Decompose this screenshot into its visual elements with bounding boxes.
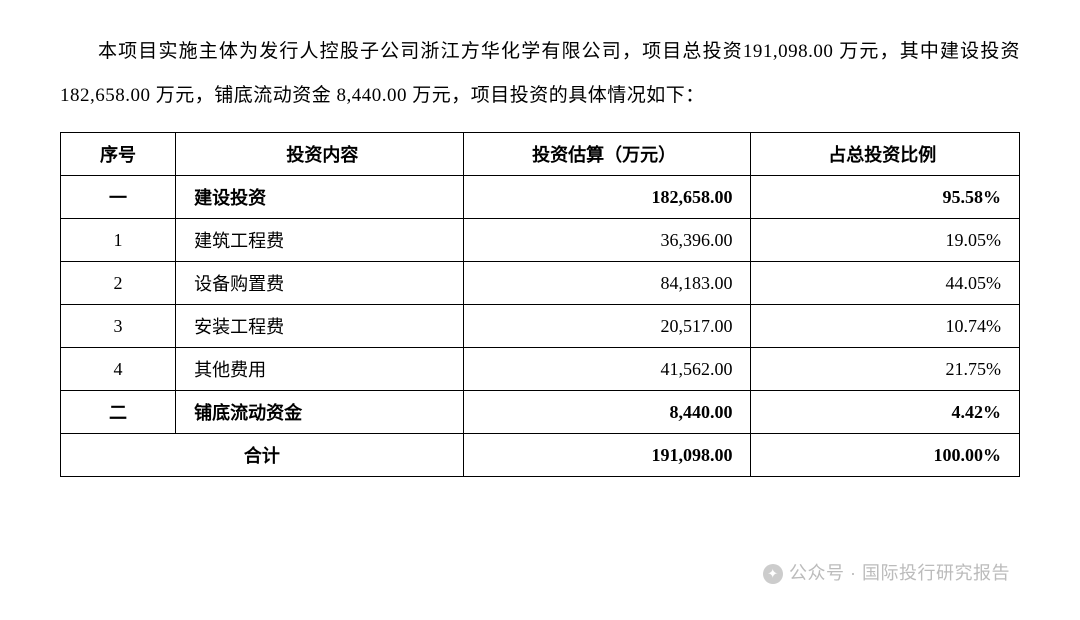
wechat-icon: ✦: [763, 564, 783, 584]
cell-name: 其他费用: [176, 348, 464, 391]
cell-amount: 41,562.00: [463, 348, 751, 391]
cell-pct: 4.42%: [751, 391, 1020, 434]
cell-name: 设备购置费: [176, 262, 464, 305]
cell-amount: 36,396.00: [463, 219, 751, 262]
cell-pct: 21.75%: [751, 348, 1020, 391]
cell-amount: 84,183.00: [463, 262, 751, 305]
footer-amount: 191,098.00: [463, 434, 751, 477]
cell-index: 二: [61, 391, 176, 434]
watermark: ✦ 公众号 · 国际投行研究报告: [763, 559, 1010, 585]
table-header-row: 序号 投资内容 投资估算（万元） 占总投资比例: [61, 133, 1020, 176]
table-footer-row: 合计 191,098.00 100.00%: [61, 434, 1020, 477]
table-row: 2 设备购置费 84,183.00 44.05%: [61, 262, 1020, 305]
cell-index: 2: [61, 262, 176, 305]
cell-name: 铺底流动资金: [176, 391, 464, 434]
investment-table: 序号 投资内容 投资估算（万元） 占总投资比例 一 建设投资 182,658.0…: [60, 132, 1020, 477]
cell-name: 建设投资: [176, 176, 464, 219]
intro-paragraph: 本项目实施主体为发行人控股子公司浙江方华化学有限公司，项目总投资191,098.…: [60, 30, 1020, 117]
cell-amount: 20,517.00: [463, 305, 751, 348]
cell-name: 安装工程费: [176, 305, 464, 348]
watermark-name: 国际投行研究报告: [862, 563, 1010, 583]
table-row: 二 铺底流动资金 8,440.00 4.42%: [61, 391, 1020, 434]
cell-index: 1: [61, 219, 176, 262]
col-header-amount: 投资估算（万元）: [463, 133, 751, 176]
cell-name: 建筑工程费: [176, 219, 464, 262]
cell-index: 4: [61, 348, 176, 391]
cell-index: 一: [61, 176, 176, 219]
table-row: 4 其他费用 41,562.00 21.75%: [61, 348, 1020, 391]
table-row: 1 建筑工程费 36,396.00 19.05%: [61, 219, 1020, 262]
cell-pct: 10.74%: [751, 305, 1020, 348]
cell-index: 3: [61, 305, 176, 348]
cell-amount: 8,440.00: [463, 391, 751, 434]
watermark-prefix: 公众号 ·: [789, 563, 862, 583]
table-row: 一 建设投资 182,658.00 95.58%: [61, 176, 1020, 219]
cell-amount: 182,658.00: [463, 176, 751, 219]
cell-pct: 19.05%: [751, 219, 1020, 262]
col-header-index: 序号: [61, 133, 176, 176]
col-header-pct: 占总投资比例: [751, 133, 1020, 176]
table-row: 3 安装工程费 20,517.00 10.74%: [61, 305, 1020, 348]
cell-pct: 95.58%: [751, 176, 1020, 219]
cell-pct: 44.05%: [751, 262, 1020, 305]
footer-label: 合计: [61, 434, 464, 477]
footer-pct: 100.00%: [751, 434, 1020, 477]
col-header-name: 投资内容: [176, 133, 464, 176]
